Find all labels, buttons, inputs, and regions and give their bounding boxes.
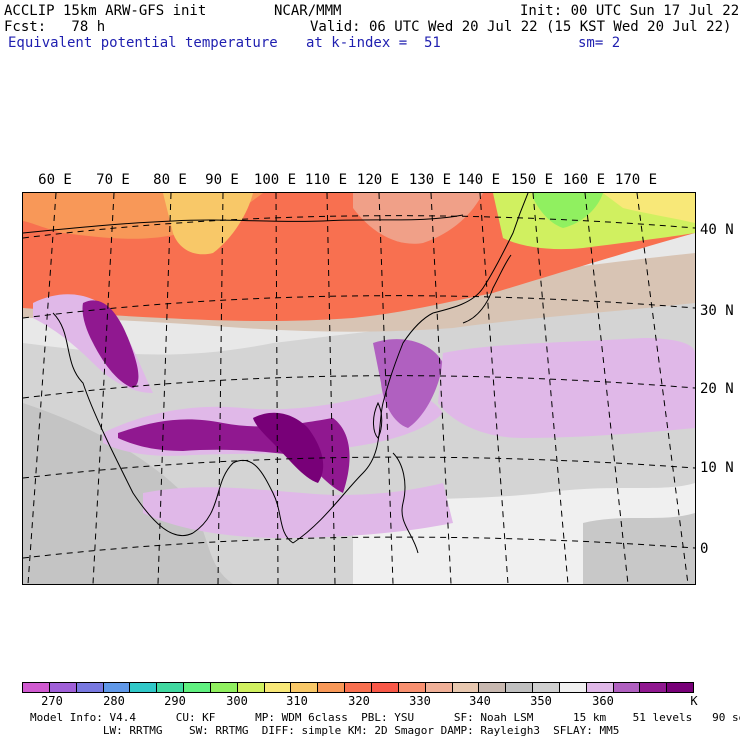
init-time-text: Init: 00 UTC Sun 17 Jul 22 [520,3,740,19]
indochina-coast [192,459,294,544]
colorbar-cell [23,683,50,692]
colorbar-cell [398,683,426,692]
lat-label: 20 N [700,381,734,397]
coastlines [23,193,529,554]
colorbar-cell [479,683,507,692]
colorbar-cell [130,683,158,692]
lat-label: 0 [700,541,709,557]
lon-label: 60 E [38,172,72,188]
colorbar-tick-label: 340 [469,694,491,708]
colorbar-unit-label: K [690,694,698,708]
colorbar-tick-label: 350 [530,694,552,708]
scs-purple-region [373,339,443,428]
equatorial-light-purple [143,483,453,538]
colorbar-cell [559,683,587,692]
india-gray-region [23,403,233,584]
colorbar-cell [533,683,560,692]
lon-label: 160 E [562,172,606,188]
country-border [23,214,464,234]
lon-label: 110 E [304,172,348,188]
salmon-region [353,193,483,244]
taiwan-coast [373,401,383,439]
colorbar-cell [345,683,372,692]
equatorial-gray-region [583,513,695,584]
lon-label: 140 E [457,172,501,188]
colorbar-cell [237,683,265,692]
colorbar-cell [264,683,292,692]
monsoon-dark-core [253,412,324,483]
colorbar-cell [184,683,211,692]
lon-label: 80 E [153,172,187,188]
colorbar-cell [425,683,453,692]
purple-core-region [82,300,139,388]
valid-time-text: Valid: 06 UTC Wed 20 Jul 22 (15 KST Wed … [310,19,732,35]
title-text: ACCLIP 15km ARW-GFS init [4,3,207,19]
colorbar-cell [640,683,668,692]
colorbar-cell [318,683,346,692]
colorbar-tick-label: 270 [41,694,63,708]
colorbar-cell [76,683,104,692]
colorbar-tick-label: 280 [103,694,125,708]
colorbar-tick-label: 290 [164,694,186,708]
variable-name-text: Equivalent potential temperature [8,35,278,51]
colorbar-cell [210,683,238,692]
lon-label: 90 E [205,172,239,188]
lon-label: 120 E [356,172,400,188]
forecast-hour-text: Fcst: 78 h [4,19,106,35]
model-info-line2: LW: RRTMG SW: RRTMG DIFF: simple KM: 2D … [30,724,620,737]
lon-label: 100 E [253,172,297,188]
japan-coast [462,254,512,324]
colorbar-tick-label: 310 [286,694,308,708]
philippines-coast [392,452,419,554]
china-coast [292,312,434,544]
lat-label: 30 N [700,303,734,319]
colorbar-cell [506,683,534,692]
colorbar-cell [667,683,694,692]
pacific-light-purple [438,338,695,438]
pale-yellow-region [603,193,695,223]
colorbar-tick-label: 300 [226,694,248,708]
model-info-line1: Model Info: V4.4 CU: KF MP: WDM 6class P… [30,711,740,724]
light-orange-region [163,193,253,255]
lat-label: 40 N [700,222,734,238]
east-coast [432,193,529,314]
colorbar-cell [613,683,641,692]
colorbar [22,682,694,693]
lon-label: 130 E [408,172,452,188]
level-text: at k-index = 51 [306,35,441,51]
colorbar-cell [586,683,614,692]
lon-label: 170 E [614,172,658,188]
lat-label: 10 N [700,460,734,476]
smoothing-text: sm= 2 [578,35,621,51]
colorbar-tick-label: 320 [348,694,370,708]
colorbar-cell [291,683,319,692]
colorbar-tick-label: 360 [592,694,614,708]
center-text: NCAR/MMM [274,3,342,19]
colorbar-cell [157,683,185,692]
lon-label: 70 E [96,172,130,188]
colorbar-cell [452,683,480,692]
india-coast [52,312,194,537]
colorbar-cell [371,683,399,692]
colorbar-cell [49,683,77,692]
map-panel [22,192,696,585]
theta-e-field [23,193,695,584]
lon-label: 150 E [510,172,554,188]
colorbar-cell [103,683,131,692]
colorbar-tick-label: 330 [409,694,431,708]
